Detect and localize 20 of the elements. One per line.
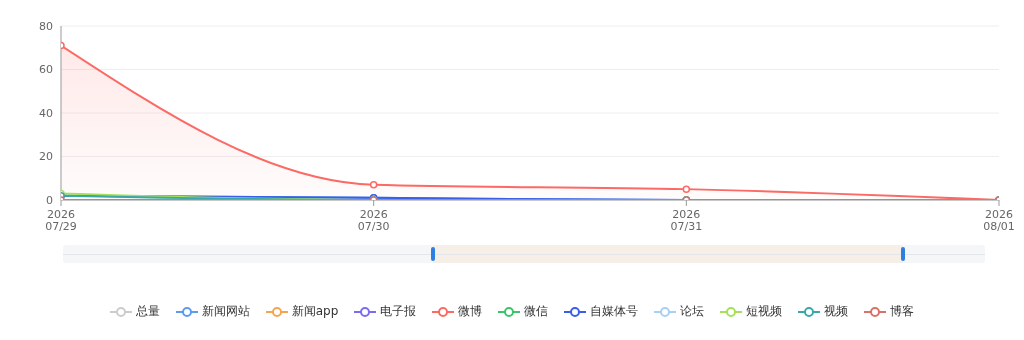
y-tick-label: 0 xyxy=(46,193,53,207)
legend-label: 新闻app xyxy=(291,303,339,320)
legend-label: 微信 xyxy=(524,303,549,320)
y-tick-label: 80 xyxy=(39,19,53,33)
legend-label: 论坛 xyxy=(680,303,705,320)
y-tick-label: 40 xyxy=(39,106,53,120)
y-tick-label: 60 xyxy=(39,63,53,77)
x-tick-label: 2026 07/30 xyxy=(357,208,390,233)
x-tick-label: 2026 08/01 xyxy=(983,208,1015,233)
x-tick-label: 2026 07/31 xyxy=(670,208,703,233)
legend-label: 微博 xyxy=(458,303,483,320)
y-tick-label: 20 xyxy=(39,150,53,164)
legend-label: 新闻网站 xyxy=(201,303,250,320)
legend-label: 电子报 xyxy=(380,303,417,320)
x-tick-label: 2026 07/29 xyxy=(45,208,77,233)
legend-label: 视频 xyxy=(824,303,849,320)
legend-label: 总量 xyxy=(135,303,160,320)
legend-label: 短视频 xyxy=(746,303,783,320)
legend-label: 博客 xyxy=(890,303,915,320)
legend-label: 自媒体号 xyxy=(590,303,639,320)
